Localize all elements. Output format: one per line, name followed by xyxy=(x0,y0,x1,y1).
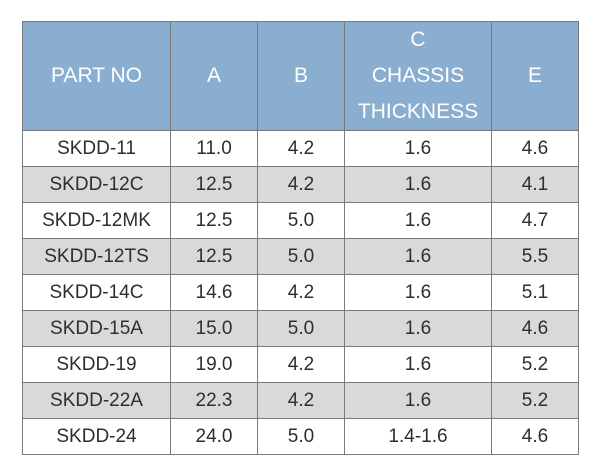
cell-a: 22.3 xyxy=(170,382,258,419)
cell-c: 1.6 xyxy=(344,274,492,311)
cell-b: 5.0 xyxy=(257,310,345,347)
cell-b: 5.0 xyxy=(257,238,345,275)
cell-part-no: SKDD-14C xyxy=(22,274,171,311)
cell-e: 4.6 xyxy=(491,130,579,167)
cell-e: 5.1 xyxy=(491,274,579,311)
cell-e: 4.6 xyxy=(491,418,579,455)
cell-a: 19.0 xyxy=(170,346,258,383)
cell-e: 4.1 xyxy=(491,166,579,203)
cell-a: 11.0 xyxy=(170,130,258,167)
cell-b: 4.2 xyxy=(257,274,345,311)
header-c-line1: CHASSIS xyxy=(371,64,465,87)
cell-c: 1.6 xyxy=(344,382,492,419)
cell-part-no: SKDD-22A xyxy=(22,382,171,419)
cell-a: 12.5 xyxy=(170,166,258,203)
table-row: SKDD-24 24.0 5.0 1.4-1.6 4.6 xyxy=(22,418,579,455)
cell-c: 1.6 xyxy=(344,238,492,275)
cell-e: 5.2 xyxy=(491,382,579,419)
cell-a: 12.5 xyxy=(170,202,258,239)
cell-part-no: SKDD-15A xyxy=(22,310,171,347)
cell-c: 1.6 xyxy=(344,130,492,167)
cell-a: 12.5 xyxy=(170,238,258,275)
cell-a: 15.0 xyxy=(170,310,258,347)
header-row: PART NO A B C CHASSIS THICKNESS E xyxy=(22,21,579,131)
cell-b: 4.2 xyxy=(257,346,345,383)
table-row: SKDD-12TS 12.5 5.0 1.6 5.5 xyxy=(22,238,579,275)
cell-part-no: SKDD-19 xyxy=(22,346,171,383)
table-row: SKDD-11 11.0 4.2 1.6 4.6 xyxy=(22,130,579,167)
cell-b: 4.2 xyxy=(257,166,345,203)
header-e: E xyxy=(491,21,579,131)
cell-b: 5.0 xyxy=(257,418,345,455)
header-c-letter: C xyxy=(410,28,426,51)
table-header: PART NO A B C CHASSIS THICKNESS E xyxy=(22,21,579,131)
cell-c: 1.4-1.6 xyxy=(344,418,492,455)
cell-part-no: SKDD-11 xyxy=(22,130,171,167)
header-b: B xyxy=(257,21,345,131)
cell-c: 1.6 xyxy=(344,310,492,347)
cell-b: 4.2 xyxy=(257,382,345,419)
header-c: C CHASSIS THICKNESS xyxy=(344,21,492,131)
table-body: SKDD-11 11.0 4.2 1.6 4.6 SKDD-12C 12.5 4… xyxy=(22,130,579,455)
table-row: SKDD-12MK 12.5 5.0 1.6 4.7 xyxy=(22,202,579,239)
header-a: A xyxy=(170,21,258,131)
header-c-line2: THICKNESS xyxy=(357,100,479,123)
cell-e: 5.5 xyxy=(491,238,579,275)
cell-part-no: SKDD-12TS xyxy=(22,238,171,275)
header-part-no: PART NO xyxy=(22,21,171,131)
cell-part-no: SKDD-24 xyxy=(22,418,171,455)
table-row: SKDD-19 19.0 4.2 1.6 5.2 xyxy=(22,346,579,383)
cell-e: 5.2 xyxy=(491,346,579,383)
cell-b: 4.2 xyxy=(257,130,345,167)
cell-part-no: SKDD-12MK xyxy=(22,202,171,239)
cell-e: 4.6 xyxy=(491,310,579,347)
table-row: SKDD-22A 22.3 4.2 1.6 5.2 xyxy=(22,382,579,419)
cell-b: 5.0 xyxy=(257,202,345,239)
table-row: SKDD-12C 12.5 4.2 1.6 4.1 xyxy=(22,166,579,203)
table-row: SKDD-15A 15.0 5.0 1.6 4.6 xyxy=(22,310,579,347)
cell-a: 24.0 xyxy=(170,418,258,455)
cell-c: 1.6 xyxy=(344,346,492,383)
cell-c: 1.6 xyxy=(344,166,492,203)
cell-c: 1.6 xyxy=(344,202,492,239)
cell-part-no: SKDD-12C xyxy=(22,166,171,203)
cell-e: 4.7 xyxy=(491,202,579,239)
spec-table: PART NO A B C CHASSIS THICKNESS E SKDD-1… xyxy=(22,21,579,455)
cell-a: 14.6 xyxy=(170,274,258,311)
table-row: SKDD-14C 14.6 4.2 1.6 5.1 xyxy=(22,274,579,311)
